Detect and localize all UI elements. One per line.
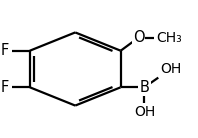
Text: OH: OH [134, 105, 155, 119]
Text: B: B [140, 80, 149, 95]
Text: OH: OH [160, 62, 182, 76]
Text: CH₃: CH₃ [156, 31, 182, 45]
Text: O: O [133, 30, 144, 45]
Text: F: F [1, 43, 9, 58]
Text: F: F [1, 80, 9, 95]
